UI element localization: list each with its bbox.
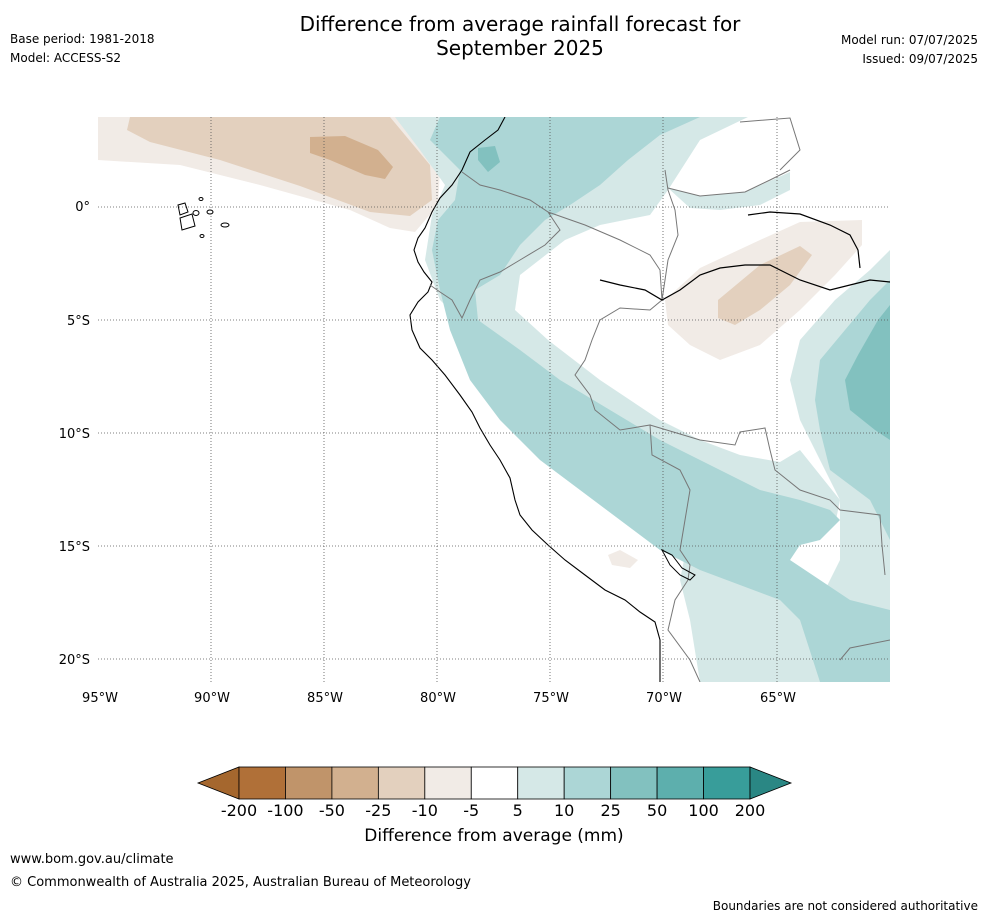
lat-label: 15°S (59, 540, 90, 555)
colorbar-title: Difference from average (mm) (364, 826, 624, 846)
meta-right: Model run: 07/07/2025 Issued: 09/07/2025 (841, 31, 978, 69)
colorbar-extend-low (196, 766, 240, 800)
colorbar-segment (377, 766, 426, 800)
country-borders (429, 117, 890, 682)
colorbar-segment (703, 766, 751, 800)
wet-core-east (845, 305, 890, 440)
colorbar-tick-label: -10 (412, 801, 438, 820)
lon-label: 80°W (420, 691, 456, 706)
dry-core-amazon (718, 246, 812, 325)
colorbar-segment (424, 766, 472, 800)
model-run: Model run: 07/07/2025 (840, 33, 978, 47)
lon-label: 70°W (646, 691, 682, 706)
lon-label: 90°W (194, 691, 230, 706)
lat-label: 5°S (67, 314, 90, 329)
map-layers (98, 117, 890, 682)
colorbar-segment (331, 766, 379, 800)
colorbar-tick-label: 25 (600, 801, 620, 820)
lake-titicaca (660, 548, 696, 581)
lon-label: 75°W (533, 691, 569, 706)
rio-negro (747, 211, 861, 269)
colorbar-tick-label: -100 (267, 801, 303, 820)
model-name: Model: ACCESS-S2 (10, 51, 122, 65)
colorbar-segment (656, 766, 704, 800)
colorbar-tick-label: -200 (221, 801, 257, 820)
lon-label: 95°W (82, 691, 118, 706)
colorbar-tick-label: 50 (647, 801, 667, 820)
footer-copyright: © Commonwealth of Australia 2025, Austra… (10, 875, 471, 890)
dry-patch-peru-coast (608, 550, 638, 568)
colorbar-segment (610, 766, 658, 800)
chart-title: Difference from average rainfall forecas… (200, 12, 840, 60)
colorbar-segment (285, 766, 333, 800)
lon-label: 85°W (307, 691, 343, 706)
longitude-labels: 95°W 90°W 85°W 80°W 75°W 70°W 65°W (82, 691, 796, 706)
galapagos-islands (177, 197, 230, 238)
wet-band-light-north (668, 172, 790, 210)
colorbar-tick-label: 10 (554, 801, 574, 820)
title-line-2: September 2025 (436, 36, 604, 60)
graticule (98, 117, 890, 682)
latitude-labels: 0° 5°S 10°S 15°S 20°S (59, 200, 90, 668)
lon-label: 65°W (760, 691, 796, 706)
colorbar-segment (470, 766, 519, 800)
footer-disclaimer: Boundaries are not considered authoritat… (712, 899, 978, 913)
colorbar-extend-high (749, 766, 793, 800)
colorbar-tick-label: -50 (319, 801, 345, 820)
colorbar-tick-label: 100 (688, 801, 719, 820)
dry-core-northwest (310, 136, 393, 179)
colorbar-segment (238, 766, 286, 800)
lat-label: 10°S (59, 427, 90, 442)
lat-label: 0° (75, 200, 90, 215)
colorbar-tick-label: -5 (463, 801, 479, 820)
amazon-river (599, 264, 890, 301)
title-line-1: Difference from average rainfall forecas… (299, 12, 741, 36)
colorbar-tick-label: 200 (735, 801, 766, 820)
colorbar-segment (563, 766, 612, 800)
wet-core-north (478, 146, 500, 172)
wet-band-medium (430, 117, 890, 682)
colorbar-tick-label: -25 (365, 801, 391, 820)
colorbar-segment (517, 766, 565, 800)
base-period: Base period: 1981-2018 (10, 32, 155, 46)
colorbar: -200 -100 -50 -25 -10 -5 5 10 25 50 100 200 (196, 766, 793, 820)
meta-left: Base period: 1981-2018 Model: ACCESS-S2 (10, 30, 155, 68)
issued-date: Issued: 09/07/2025 (862, 52, 978, 66)
lat-label: 20°S (59, 653, 90, 668)
footer-url[interactable]: www.bom.gov.au/climate (10, 852, 174, 867)
coastline (409, 117, 661, 682)
colorbar-tick-label: 5 (513, 801, 523, 820)
